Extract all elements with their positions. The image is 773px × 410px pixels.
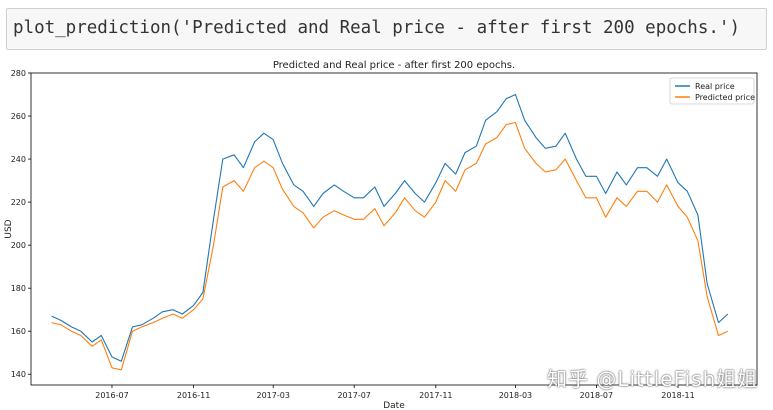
series-line-predicted-price (51, 121, 729, 371)
code-cell[interactable]: plot_prediction('Predicted and Real pric… (6, 8, 767, 50)
plot-frame (30, 72, 758, 386)
x-tick-label: 2016-07 (95, 391, 128, 400)
y-tick-label: 220 (11, 198, 26, 207)
y-tick-label: 140 (11, 370, 26, 379)
y-tick-label: 280 (11, 69, 26, 78)
y-tick-label: 260 (11, 112, 26, 121)
x-tick-label: 2016-11 (177, 391, 210, 400)
x-tick-label: 2018-07 (580, 391, 613, 400)
plot-area: Predicted and Real price - after first 2… (0, 56, 773, 410)
x-axis-label: Date (383, 401, 405, 410)
x-tick-label: 2017-11 (419, 391, 452, 400)
legend-label: Predicted price (695, 93, 755, 102)
y-tick-label: 200 (11, 241, 26, 250)
y-tick-label: 180 (11, 284, 26, 293)
x-tick-label: 2017-07 (337, 391, 370, 400)
y-tick-label: 160 (11, 327, 26, 336)
y-tick-label: 240 (11, 155, 26, 164)
watermark-text: 知乎 @LittleFish姐姐 (547, 367, 759, 391)
x-tick-label: 2017-03 (257, 391, 290, 400)
line-chart: Predicted and Real price - after first 2… (4, 60, 758, 410)
x-tick-label: 2018-11 (661, 391, 694, 400)
series-line-real-price (51, 93, 729, 362)
y-axis-label: USD (4, 219, 14, 238)
code-text: plot_prediction('Predicted and Real pric… (13, 18, 740, 38)
x-tick-label: 2018-03 (499, 391, 532, 400)
legend-label: Real price (695, 82, 735, 91)
chart-title: Predicted and Real price - after first 2… (273, 60, 515, 71)
chart-legend: Real price Predicted price (669, 77, 755, 105)
legend-box (669, 77, 755, 105)
